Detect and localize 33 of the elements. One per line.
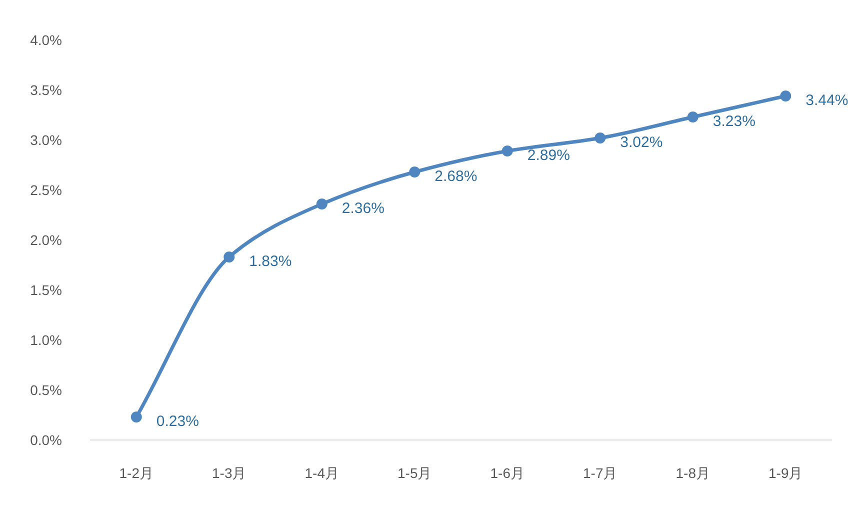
y-tick-label: 3.0%	[30, 132, 62, 148]
point	[224, 252, 235, 262]
data-label: 2.36%	[342, 200, 384, 217]
data-label: 3.23%	[712, 113, 756, 130]
point	[594, 132, 606, 144]
x-tick-label: 1-9月	[768, 465, 803, 481]
point	[780, 90, 792, 102]
x-tick-label: 1-8月	[676, 465, 710, 481]
x-tick-label: 1-2月	[119, 465, 154, 481]
data-label: 3.02%	[620, 134, 663, 151]
x-tick-label: 1-7月	[583, 465, 618, 481]
y-tick-label: 1.0%	[30, 332, 62, 348]
point	[409, 166, 420, 178]
point	[687, 112, 698, 122]
x-tick-label: 1-6月	[490, 465, 524, 481]
data-label: 2.89%	[527, 147, 570, 164]
x-tick-label: 1-3月	[212, 465, 246, 481]
y-tick-label: 2.0%	[30, 232, 62, 248]
x-tick-label: 1-4月	[304, 465, 339, 481]
y-tick-label: 1.5%	[30, 282, 62, 298]
data-label: 2.68%	[434, 168, 478, 185]
y-tick-label: 3.5%	[30, 82, 62, 98]
data-label: 1.83%	[249, 253, 292, 270]
y-tick-label: 2.5%	[30, 182, 62, 198]
y-tick-label: 0.0%	[30, 432, 62, 448]
y-tick-label: 0.5%	[30, 382, 62, 398]
y-tick-label: 4.0%	[30, 32, 62, 48]
x-tick-label: 1-5月	[398, 465, 432, 481]
data-label: 3.44%	[806, 92, 848, 109]
point	[130, 412, 142, 422]
point	[316, 198, 328, 210]
point	[502, 146, 513, 156]
data-label: 0.23%	[156, 413, 199, 430]
